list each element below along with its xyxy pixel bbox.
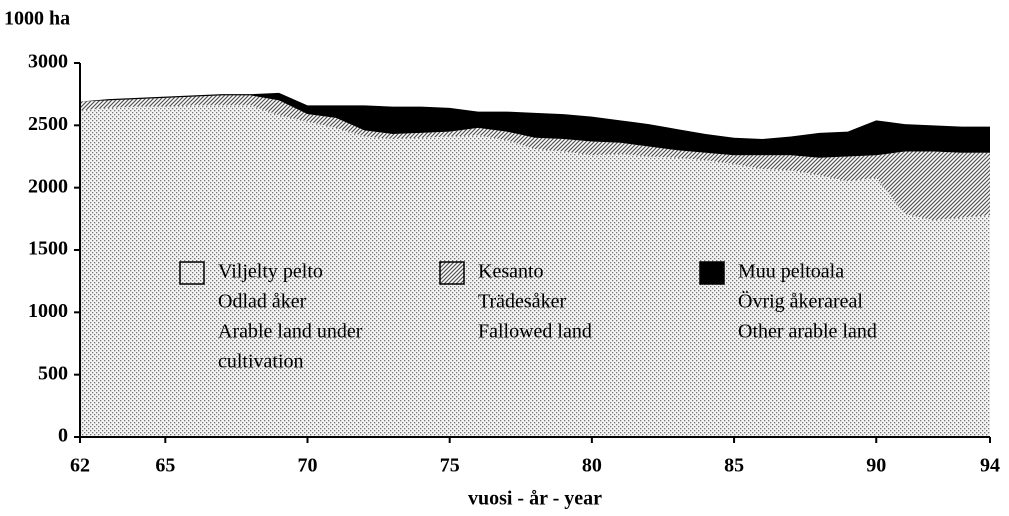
legend-label: Fallowed land [478, 321, 592, 343]
legend-label: Muu peltoala [738, 261, 844, 283]
y-tick-label: 3000 [28, 51, 68, 73]
legend-label: Viljelty pelto [218, 261, 323, 283]
x-tick-label: 80 [582, 455, 602, 477]
legend-swatch [179, 261, 205, 285]
x-tick-label: 85 [724, 455, 744, 477]
x-axis-label: vuosi - år - year [468, 488, 602, 510]
legend-label: Trädesåker [478, 291, 566, 313]
x-tick-label: 75 [440, 455, 460, 477]
area [80, 105, 990, 438]
y-tick-label: 2000 [28, 175, 68, 197]
y-tick-label: 2500 [28, 113, 68, 135]
area [80, 95, 990, 221]
legend-label: cultivation [218, 351, 304, 373]
area [80, 92, 990, 158]
x-tick-label: 70 [298, 455, 318, 477]
legend-label: Other arable land [738, 321, 877, 343]
legend-label: Arable land under [218, 321, 363, 343]
legend-label: Odlad åker [218, 291, 307, 313]
x-tick-label: 94 [980, 455, 1000, 477]
x-tick-label: 62 [70, 455, 90, 477]
x-tick-label: 65 [155, 455, 175, 477]
y-axis-label: 1000 ha [4, 8, 70, 30]
legend-label: Övrig åkerareal [738, 290, 863, 313]
legend-swatch [439, 261, 465, 285]
legend-swatch [699, 261, 725, 285]
y-tick-label: 500 [38, 362, 68, 384]
legend-label: Kesanto [478, 261, 544, 283]
y-tick-label: 1000 [28, 300, 68, 322]
x-tick-label: 90 [866, 455, 886, 477]
y-tick-label: 1500 [28, 238, 68, 260]
y-tick-label: 0 [58, 425, 68, 447]
legend: Viljelty pelto Odlad åker Arable land unde… [179, 261, 877, 373]
